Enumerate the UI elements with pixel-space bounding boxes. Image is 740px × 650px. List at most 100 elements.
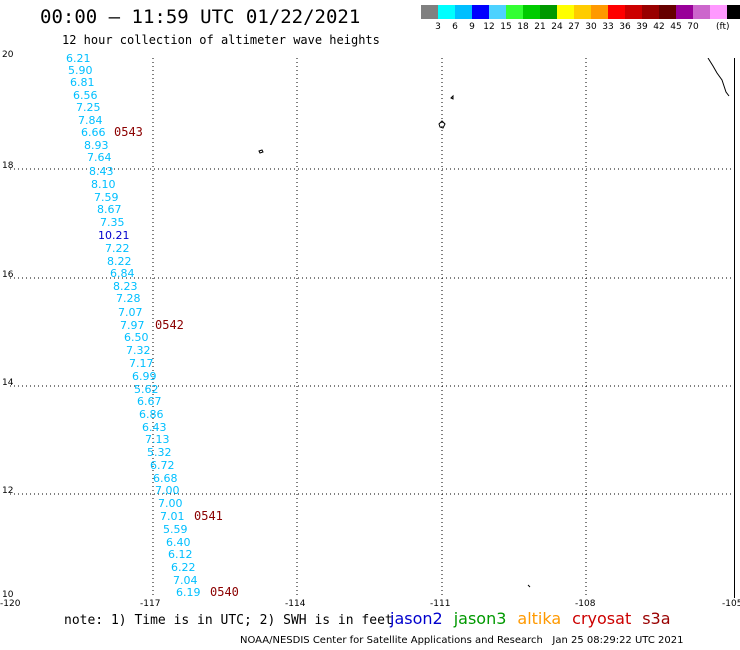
wave-height-value: 8.43: [89, 165, 114, 178]
wave-height-color-scale: [421, 5, 740, 19]
satellite-legend: jason2 jason3 altika cryosat s3a: [390, 609, 671, 628]
color-scale-label: 18: [517, 22, 529, 32]
pass-time-label: 0542: [155, 318, 184, 332]
wave-height-value: 8.10: [91, 178, 116, 191]
longitude-label: -117: [140, 599, 161, 609]
wave-height-value: 7.01: [160, 510, 185, 523]
footer-note: note: 1) Time is in UTC; 2) SWH is in fe…: [64, 613, 393, 628]
color-swatch: [472, 5, 489, 19]
wave-height-value: 6.21: [66, 52, 91, 65]
color-scale-label: 15: [500, 22, 512, 32]
island-outline: [450, 94, 454, 100]
color-scale-label: 24: [551, 22, 563, 32]
wave-height-value: 6.68: [153, 472, 178, 485]
color-scale-label: 39: [636, 22, 648, 32]
island-outline: [258, 149, 264, 154]
wave-height-value: 6.19: [176, 586, 201, 599]
color-scale-label: 6: [452, 22, 458, 32]
map-title: 00:00 – 11:59 UTC 01/22/2021: [40, 6, 361, 28]
color-swatch: [455, 5, 472, 19]
color-swatch: [710, 5, 727, 19]
color-swatch: [421, 5, 438, 19]
color-swatch: [608, 5, 625, 19]
wave-height-value: 5.90: [68, 64, 93, 77]
wave-height-value: 7.32: [126, 344, 151, 357]
color-scale-label: 33: [602, 22, 614, 32]
wave-height-value: 7.00: [158, 497, 183, 510]
wave-height-value: 6.86: [139, 408, 164, 421]
longitude-label: -120: [0, 599, 21, 609]
wave-height-value: 7.13: [145, 433, 170, 446]
longitude-label: -108: [575, 599, 596, 609]
wave-height-value: 7.07: [118, 306, 143, 319]
map-subtitle: 12 hour collection of altimeter wave hei…: [62, 33, 380, 47]
satellite-legend-item: jason2: [390, 609, 443, 628]
wave-height-value: 8.67: [97, 203, 122, 216]
color-swatch: [659, 5, 676, 19]
color-swatch: [591, 5, 608, 19]
longitude-label: -114: [285, 599, 306, 609]
pass-time-label: 0540: [210, 585, 239, 599]
latitude-label: 18: [2, 161, 14, 171]
altimeter-map: 20 18 16 14 12 10 -120 -117 -114 -111 -108 -105 6.…: [0, 50, 740, 609]
color-scale-label: 70: [687, 22, 699, 32]
wave-height-value: 6.56: [73, 89, 98, 102]
satellite-legend-item: s3a: [642, 609, 671, 628]
longitude-label: -105: [722, 599, 740, 609]
wave-height-value: 6.43: [142, 421, 167, 434]
color-swatch: [557, 5, 574, 19]
wave-height-value: 7.22: [105, 242, 130, 255]
wave-height-value: 7.35: [100, 216, 125, 229]
wave-height-value: 5.62: [134, 383, 159, 396]
color-swatch: [523, 5, 540, 19]
wave-height-value: 6.67: [137, 395, 162, 408]
latitude-label: 20: [2, 50, 14, 60]
footer-credit: NOAA/NESDIS Center for Satellite Applica…: [240, 635, 684, 646]
color-scale-label: 45: [670, 22, 682, 32]
color-swatch: [693, 5, 710, 19]
pass-time-label: 0541: [194, 509, 223, 523]
color-scale-unit: (ft): [716, 22, 730, 32]
latitude-label: 10: [2, 590, 14, 600]
color-scale-label: 36: [619, 22, 631, 32]
wave-height-value: 5.59: [163, 523, 188, 536]
wave-height-value: 6.81: [70, 76, 95, 89]
satellite-legend-item: jason3: [453, 609, 507, 628]
color-swatch: [574, 5, 591, 19]
color-scale-label: 3: [435, 22, 441, 32]
wave-height-value: 6.99: [132, 370, 157, 383]
wave-height-value: 6.22: [171, 561, 196, 574]
wave-height-value: 6.84: [110, 267, 135, 280]
wave-height-value: 6.72: [150, 459, 175, 472]
island-outline: [527, 584, 531, 588]
wave-height-value: 7.00: [155, 484, 180, 497]
wave-height-value: 6.50: [124, 331, 149, 344]
wave-height-value: 7.17: [129, 357, 154, 370]
latitude-label: 16: [2, 270, 14, 280]
color-scale-label: 9: [469, 22, 475, 32]
wave-height-value: 6.40: [166, 536, 191, 549]
wave-height-value: 10.21: [98, 229, 130, 242]
color-swatch: [727, 5, 740, 19]
color-scale-label: 27: [568, 22, 580, 32]
wave-height-value: 7.04: [173, 574, 198, 587]
wave-height-value: 8.93: [84, 139, 109, 152]
color-scale-label: 30: [585, 22, 597, 32]
map-graticule: [10, 58, 734, 598]
color-scale-label: 42: [653, 22, 665, 32]
pass-time-label: 0543: [114, 125, 143, 139]
latitude-label: 12: [2, 486, 14, 496]
satellite-legend-item: altika: [517, 609, 562, 628]
wave-height-value: 8.22: [107, 255, 132, 268]
wave-height-value: 7.28: [116, 292, 141, 305]
satellite-legend-item: cryosat: [572, 609, 632, 628]
color-swatch: [625, 5, 642, 19]
latitude-label: 14: [2, 378, 14, 388]
wave-height-value: 7.59: [94, 191, 119, 204]
color-swatch: [642, 5, 659, 19]
color-swatch: [489, 5, 506, 19]
coastline: [707, 58, 730, 97]
color-swatch: [438, 5, 455, 19]
wave-height-value: 7.64: [87, 151, 112, 164]
wave-height-value: 6.12: [168, 548, 193, 561]
